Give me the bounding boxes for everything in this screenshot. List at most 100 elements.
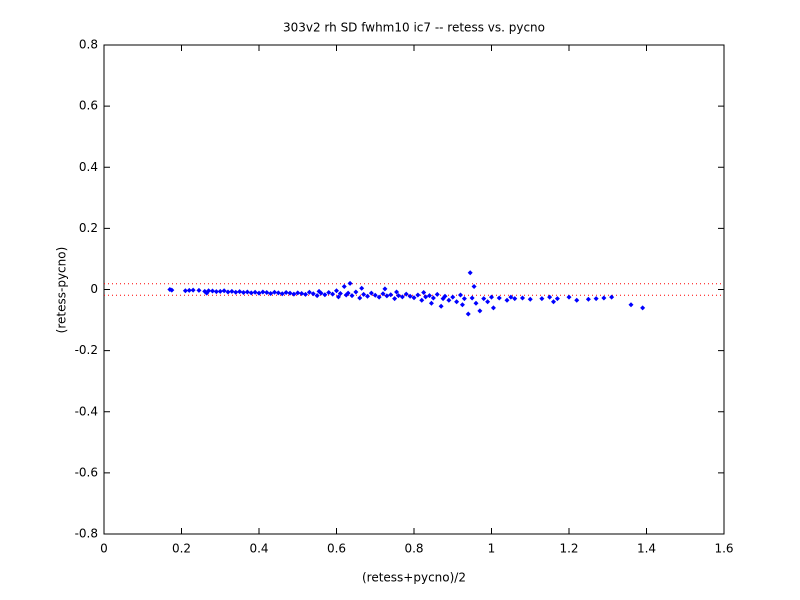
point bbox=[347, 280, 353, 286]
point bbox=[527, 296, 533, 302]
point bbox=[256, 290, 262, 296]
point bbox=[467, 270, 473, 276]
point bbox=[264, 290, 270, 296]
point bbox=[361, 291, 367, 297]
x-tick-label: 0.4 bbox=[249, 542, 268, 556]
point bbox=[490, 305, 496, 311]
y-tick-label: -0.6 bbox=[75, 465, 98, 479]
point bbox=[504, 297, 510, 303]
point bbox=[213, 289, 219, 295]
point bbox=[229, 288, 235, 294]
point bbox=[244, 289, 250, 295]
point bbox=[368, 290, 374, 296]
point bbox=[365, 293, 370, 299]
point bbox=[551, 299, 556, 305]
point bbox=[489, 294, 494, 300]
point bbox=[283, 290, 289, 296]
point bbox=[403, 291, 409, 297]
point bbox=[593, 296, 599, 302]
point bbox=[585, 296, 591, 302]
point bbox=[399, 294, 405, 300]
point bbox=[421, 290, 427, 296]
point bbox=[388, 292, 394, 298]
chart-title: 303v2 rh SD fwhm10 ic7 -- retess vs. pyc… bbox=[283, 21, 545, 35]
point bbox=[306, 289, 312, 295]
point bbox=[334, 288, 339, 294]
point bbox=[299, 290, 305, 296]
point bbox=[609, 294, 615, 300]
point bbox=[326, 290, 332, 296]
y-tick-label: -0.4 bbox=[75, 404, 98, 418]
point bbox=[217, 288, 223, 294]
plot-area bbox=[103, 44, 725, 535]
point bbox=[566, 294, 572, 300]
point bbox=[477, 308, 483, 314]
x-tick-label: 0 bbox=[100, 542, 108, 556]
x-tick-label: 0.2 bbox=[172, 542, 191, 556]
point bbox=[485, 299, 491, 305]
point bbox=[407, 293, 413, 299]
point bbox=[330, 291, 336, 297]
x-tick-label: 1.4 bbox=[637, 542, 656, 556]
x-tick-label: 1.2 bbox=[559, 542, 578, 556]
point bbox=[291, 291, 297, 297]
point bbox=[442, 293, 448, 299]
point bbox=[423, 294, 429, 300]
point bbox=[419, 297, 425, 303]
point bbox=[554, 296, 560, 302]
point bbox=[471, 283, 477, 289]
point bbox=[380, 291, 386, 297]
point bbox=[237, 289, 243, 295]
point bbox=[372, 292, 378, 298]
point bbox=[430, 295, 436, 301]
point bbox=[252, 289, 258, 295]
point bbox=[314, 293, 320, 299]
y-tick-label: -0.8 bbox=[75, 527, 98, 541]
point bbox=[461, 296, 467, 302]
point bbox=[459, 302, 465, 308]
point bbox=[469, 295, 475, 301]
point bbox=[353, 289, 359, 295]
y-tick-label: 0.4 bbox=[79, 160, 98, 174]
point bbox=[508, 294, 514, 300]
point bbox=[287, 290, 293, 296]
x-tick-label: 0.8 bbox=[404, 542, 423, 556]
point bbox=[415, 292, 421, 298]
point bbox=[382, 286, 388, 292]
point bbox=[428, 300, 434, 306]
point bbox=[206, 288, 212, 294]
point bbox=[169, 287, 175, 293]
point bbox=[248, 290, 254, 296]
point bbox=[458, 292, 463, 298]
x-tick-label: 1 bbox=[488, 542, 496, 556]
point bbox=[279, 291, 285, 297]
point bbox=[210, 288, 215, 294]
point bbox=[182, 288, 188, 294]
point bbox=[520, 295, 525, 301]
point bbox=[268, 290, 274, 296]
point bbox=[547, 294, 553, 300]
point bbox=[473, 300, 479, 306]
point bbox=[427, 293, 432, 299]
point bbox=[496, 295, 502, 301]
point bbox=[359, 285, 365, 291]
point bbox=[322, 292, 328, 298]
point bbox=[233, 289, 239, 295]
point bbox=[574, 297, 580, 303]
point bbox=[446, 297, 452, 303]
y-tick-label: 0.2 bbox=[79, 221, 98, 235]
point bbox=[272, 289, 277, 295]
y-tick-label: 0 bbox=[90, 282, 98, 296]
x-tick-label: 0.6 bbox=[327, 542, 346, 556]
point bbox=[318, 290, 324, 296]
point bbox=[196, 287, 202, 293]
point bbox=[295, 290, 301, 296]
point bbox=[394, 289, 400, 295]
point bbox=[225, 289, 231, 295]
y-axis-label: (retess-pycno) bbox=[55, 247, 69, 334]
point bbox=[241, 290, 246, 296]
point bbox=[411, 295, 417, 301]
point bbox=[601, 295, 607, 301]
point bbox=[450, 294, 456, 300]
